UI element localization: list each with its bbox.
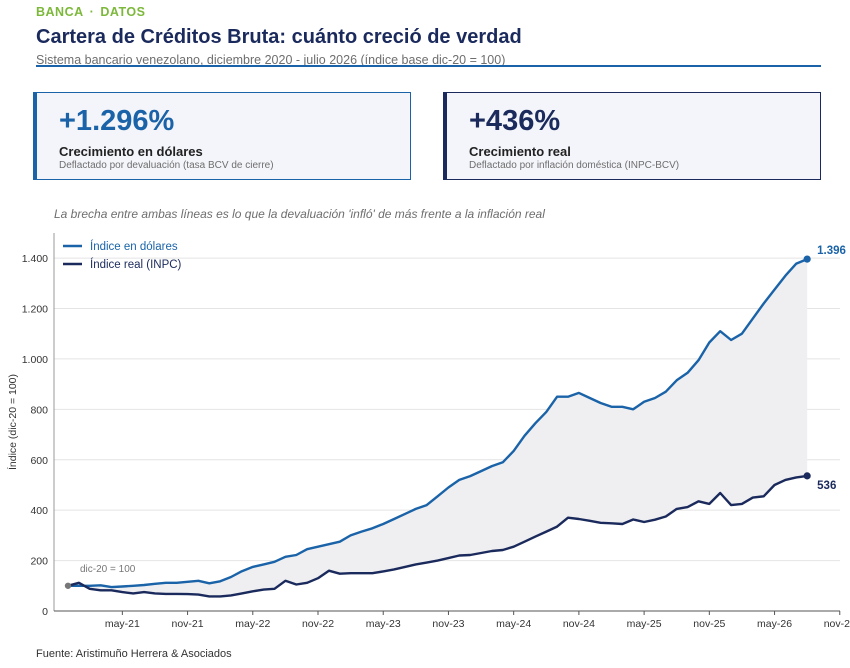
y-tick-label: 1.000: [22, 354, 48, 366]
page-subtitle: Sistema bancario venezolano, diciembre 2…: [36, 53, 506, 67]
x-tick-label: may-26: [757, 618, 792, 630]
kicker-separator: ·: [89, 5, 95, 19]
x-tick-label: nov-25: [693, 618, 725, 630]
y-tick-label: 0: [42, 606, 48, 618]
y-axis-title: Índice (dic-20 = 100): [6, 374, 19, 470]
end-point-dollars: [803, 255, 811, 263]
x-tick-label: nov-24: [563, 618, 595, 630]
end-point-real: [803, 472, 811, 480]
kicker-datos: DATOS: [100, 5, 146, 19]
x-tick-label: nov-26: [824, 618, 850, 630]
page-title: Cartera de Créditos Bruta: cuánto creció…: [36, 26, 522, 48]
x-tick-label: may-24: [496, 618, 531, 630]
kpi-sub-real: Deflactado por inflación doméstica (INPC…: [469, 160, 680, 171]
kpi-value-real: +436%: [469, 105, 561, 137]
y-tick-label: 1.400: [22, 253, 48, 265]
legend-label-dollars: Índice en dólares: [90, 240, 178, 253]
y-tick-label: 200: [30, 556, 48, 568]
series-line-dollars: [68, 257, 808, 589]
section-kicker: BANCA · DATOS: [36, 5, 145, 19]
x-tick-label: nov-23: [432, 618, 464, 630]
kicker-banca: BANCA: [36, 5, 84, 19]
chart-note: La brecha entre ambas líneas es lo que l…: [54, 207, 545, 221]
kpi-card-real: +436% Crecimiento real Deflactado por in…: [443, 92, 821, 180]
line-chart: 0 200 400 600 800 1.000 1.200 1.400 may-21 nov-21…: [6, 233, 850, 630]
end-label-dollars: 1.396: [817, 245, 846, 257]
x-tick-label: may-22: [235, 618, 270, 630]
y-tick-label: 600: [30, 455, 48, 467]
kpi-label-dollars: Crecimiento en dólares: [59, 144, 203, 159]
series-line-real: [67, 474, 808, 598]
kpi-sub-dollars: Deflactado por devaluación (tasa BCV de …: [59, 160, 274, 171]
y-tick-label: 400: [30, 505, 48, 517]
gap-area: [68, 259, 808, 597]
x-tick-label: may-25: [627, 618, 662, 630]
y-tick-label: 800: [30, 404, 48, 416]
x-tick-label: nov-21: [172, 618, 204, 630]
end-label-real: 536: [817, 480, 836, 492]
kpi-card-dollars: +1.296% Crecimiento en dólares Deflactad…: [33, 92, 411, 180]
kpi-value-dollars: +1.296%: [59, 105, 175, 137]
source-note: Fuente: Aristimuño Herrera & Asociados: [36, 648, 232, 660]
x-tick-label: nov-22: [302, 618, 334, 630]
y-tick-label: 1.200: [22, 304, 48, 316]
title-rule: [36, 65, 821, 67]
base-point: [64, 582, 72, 589]
base-annotation: dic-20 = 100: [80, 564, 136, 575]
x-tick-label: may-21: [105, 618, 140, 630]
x-tick-label: may-23: [366, 618, 401, 630]
kpi-label-real: Crecimiento real: [469, 144, 571, 159]
legend-label-real: Índice real (INPC): [90, 258, 182, 271]
